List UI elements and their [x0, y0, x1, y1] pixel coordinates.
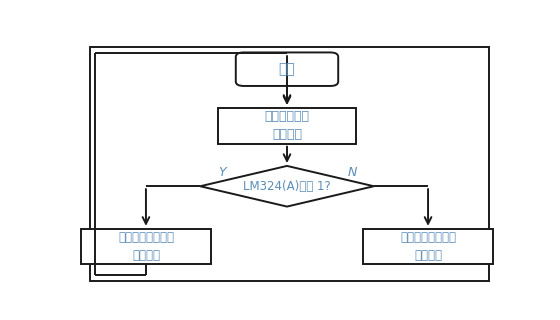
Text: N: N	[347, 166, 357, 179]
Text: 光敏电阔采集
光照强度: 光敏电阔采集 光照强度	[264, 110, 310, 141]
Text: 电机转动使控制台
往西偏转: 电机转动使控制台 往西偏转	[400, 231, 456, 262]
Polygon shape	[200, 166, 374, 207]
Text: 开始: 开始	[279, 62, 295, 76]
Text: 电机转动使控制台
往东偏转: 电机转动使控制台 往东偏转	[118, 231, 174, 262]
Bar	[363, 229, 493, 264]
FancyBboxPatch shape	[236, 52, 338, 86]
Bar	[217, 108, 356, 144]
Text: Y: Y	[218, 166, 226, 179]
Bar	[81, 229, 211, 264]
Text: LM324(A)输出 1?: LM324(A)输出 1?	[243, 180, 331, 193]
